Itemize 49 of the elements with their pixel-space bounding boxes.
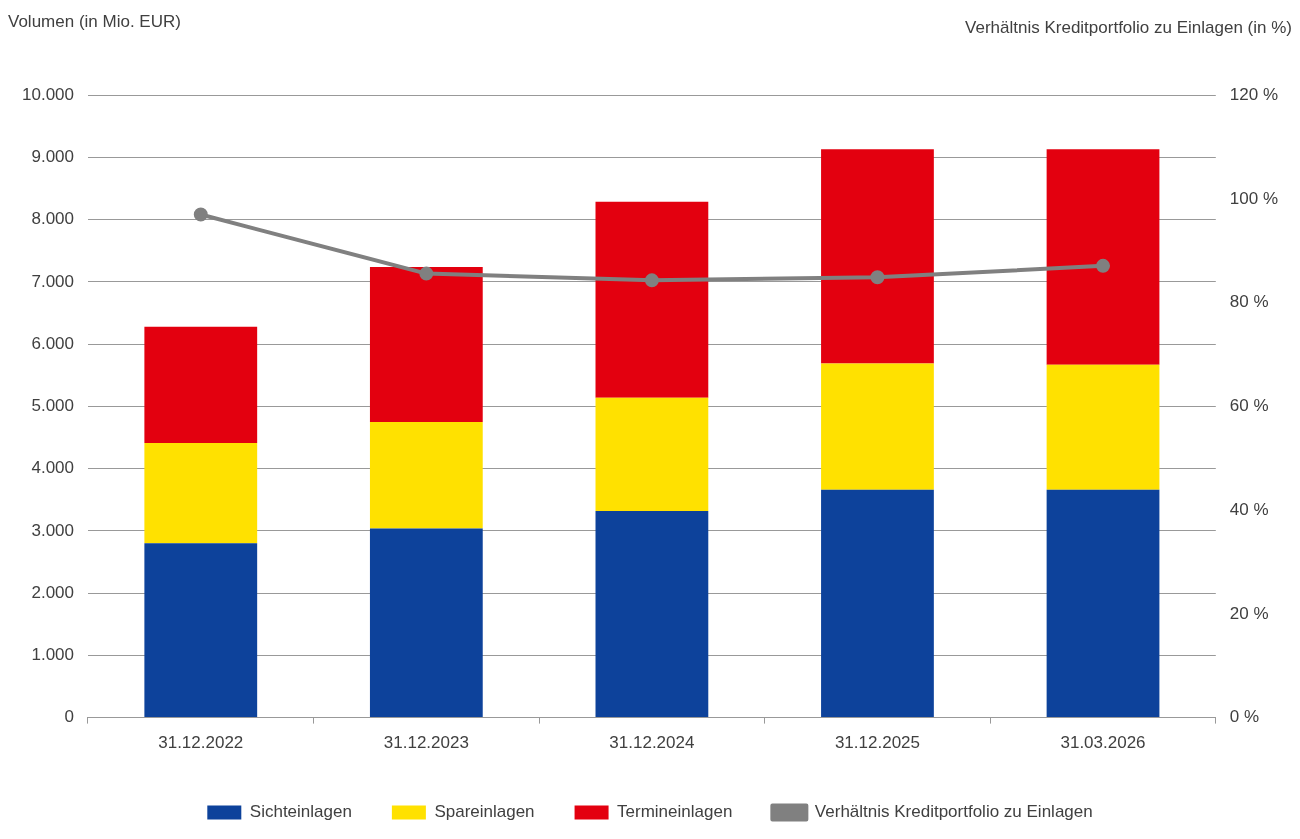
point	[1096, 258, 1111, 273]
bar	[369, 421, 483, 529]
bar	[1046, 489, 1160, 718]
point	[419, 266, 434, 281]
bar	[595, 201, 709, 398]
point	[193, 207, 208, 222]
y-tick-label: 5.000	[31, 396, 74, 416]
bar	[369, 528, 483, 718]
y2-tick-label: 0 %	[1229, 707, 1260, 727]
legend-label: Sichteinlagen	[249, 802, 352, 822]
x-tick-label: 31.12.2024	[609, 733, 695, 753]
bar	[144, 443, 258, 544]
bar	[595, 397, 709, 511]
y-tick-label: 7.000	[31, 271, 74, 291]
bar	[369, 266, 483, 422]
legend-label: Verhältnis Kreditportfolio zu Einlagen	[814, 802, 1093, 822]
y2-tick-label: 40 %	[1229, 499, 1269, 519]
y2-tick-label: 80 %	[1229, 292, 1269, 312]
y2-tick-label: 100 %	[1229, 188, 1278, 208]
x-tick-label: 31.12.2025	[834, 733, 920, 753]
x-tick-label: 31.03.2026	[1060, 733, 1146, 753]
y2-tick-label: 120 %	[1229, 84, 1278, 104]
bar	[821, 363, 934, 490]
bar	[1046, 149, 1160, 365]
legend-label: Spareinlagen	[434, 802, 535, 822]
y-tick-label: 8.000	[31, 209, 74, 229]
bar	[821, 149, 934, 364]
y-tick-label: 3.000	[31, 520, 74, 540]
y-axis-title: Volumen (in Mio. EUR)	[8, 12, 181, 32]
bar	[144, 326, 258, 444]
legend-label: Termineinlagen	[617, 802, 733, 822]
y2-tick-label: 20 %	[1229, 603, 1269, 623]
bar	[595, 510, 709, 718]
y-tick-label: 4.000	[31, 458, 74, 478]
y-tick-label: 2.000	[31, 582, 74, 602]
y-tick-label: 9.000	[31, 147, 74, 167]
point	[644, 273, 659, 288]
y-tick-label: 0	[64, 707, 74, 727]
bar	[821, 489, 934, 718]
y-tick-label: 1.000	[31, 645, 74, 665]
point	[870, 270, 885, 285]
x-tick-label: 31.12.2022	[158, 733, 244, 753]
bar	[1046, 364, 1160, 490]
y-tick-label: 10.000	[22, 84, 74, 104]
bar	[144, 543, 258, 718]
y2-axis-title: Verhältnis Kreditportfolio zu Einlagen (in %)	[965, 18, 1292, 38]
x-tick-label: 31.12.2023	[383, 733, 469, 753]
y2-tick-label: 60 %	[1229, 396, 1269, 416]
y-tick-label: 6.000	[31, 333, 74, 353]
